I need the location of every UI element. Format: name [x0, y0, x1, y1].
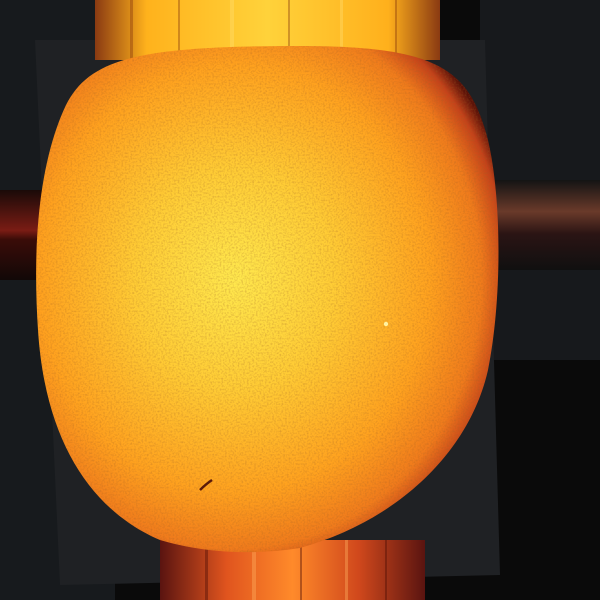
filament-feature: [199, 478, 213, 491]
bottom-streak: [160, 540, 425, 600]
bottom-streak-lines: [205, 540, 387, 600]
bright-spot: [383, 321, 389, 327]
right-band: [480, 180, 600, 270]
top-streak-lines: [130, 0, 397, 60]
